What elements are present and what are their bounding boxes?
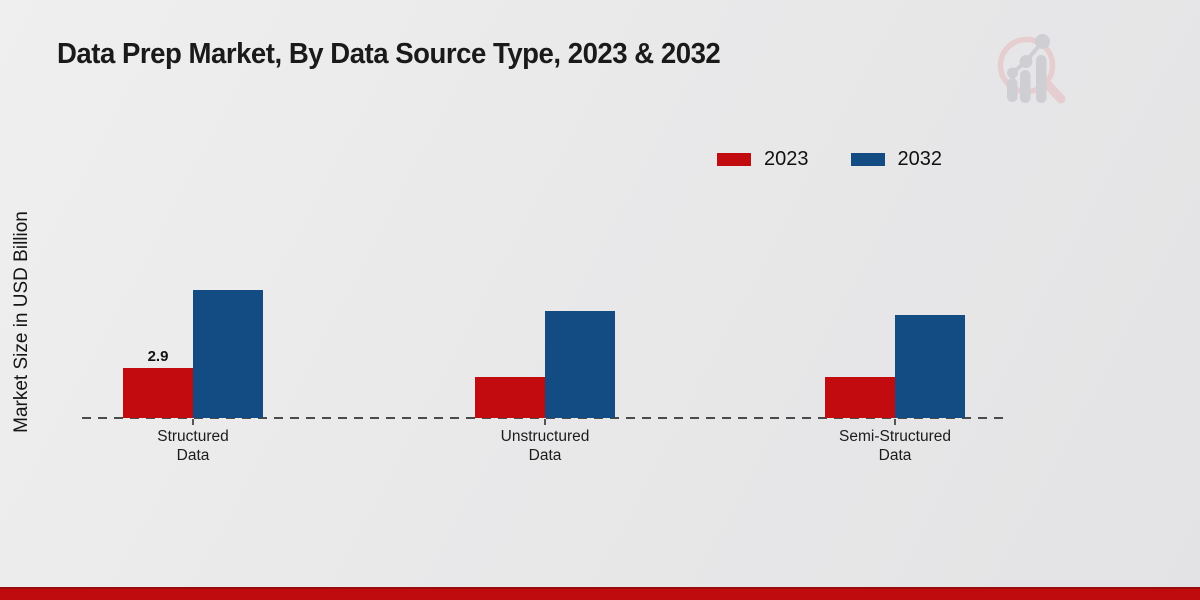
x-axis-tick — [192, 419, 194, 425]
legend-label-2023: 2023 — [764, 148, 809, 170]
bar-2023-structured-data — [123, 368, 193, 418]
bar-2032-semi-structured-data — [895, 315, 965, 418]
footer-accent-bar — [0, 587, 1200, 600]
legend: 2023 2032 — [717, 148, 942, 171]
legend-swatch-2032 — [850, 153, 885, 166]
chart-title: Data Prep Market, By Data Source Type, 2… — [57, 38, 721, 70]
legend-item-2023: 2023 — [717, 148, 809, 171]
bar-2032-unstructured-data — [545, 311, 615, 418]
x-axis-baseline — [82, 417, 1007, 419]
bar-2023-semi-structured-data — [825, 377, 895, 418]
bar-2032-structured-data — [193, 290, 263, 418]
bar-2023-unstructured-data — [475, 377, 545, 418]
y-axis-title: Market Size in USD Billion — [11, 211, 32, 433]
category-label-semi-structured-data: Semi-Structured Data — [839, 428, 951, 464]
category-label-unstructured-data: Unstructured Data — [500, 428, 590, 464]
legend-label-2032: 2032 — [897, 148, 943, 170]
legend-swatch-2023 — [717, 153, 751, 166]
category-label-structured-data: Structured Data — [157, 428, 229, 464]
legend-item-2032: 2032 — [850, 148, 943, 171]
x-axis-tick — [894, 419, 896, 425]
x-axis-tick — [544, 419, 546, 425]
brand-logo-watermark — [997, 34, 1066, 104]
bar-value-label: 2.9 — [147, 348, 169, 365]
